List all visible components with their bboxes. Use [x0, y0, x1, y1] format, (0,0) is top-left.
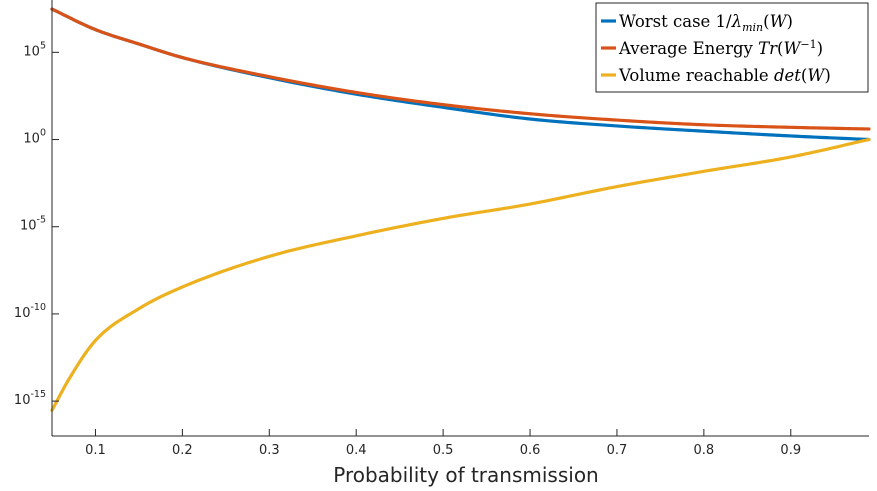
x-tick-label: 0.5	[433, 443, 454, 458]
x-axis-label: Probability of transmission	[333, 463, 598, 487]
legend-entry: Worst case 1/λmin(W)	[619, 12, 793, 34]
y-tick-label: 105	[23, 40, 46, 59]
series-line-3	[50, 137, 871, 412]
series-layer	[50, 7, 871, 412]
x-tick-label: 0.6	[520, 443, 541, 458]
x-tick-label: 0.3	[259, 443, 280, 458]
legend-entry: Average Energy Tr(W−1)	[618, 38, 823, 58]
y-tick-label: 10-5	[20, 215, 46, 234]
x-tick-label: 0.2	[172, 443, 193, 458]
x-tick-label: 0.9	[780, 443, 801, 458]
series-line-2	[50, 7, 871, 131]
legend-box	[595, 2, 869, 93]
axes-layer: 0.1 0.2 0.3 0.4 0.5 0.6 0.7 0.8 0.9 105 100 10-5 10-…	[14, 0, 869, 458]
x-tick-label: 0.1	[85, 443, 106, 458]
legend: Worst case 1/λmin(W) Average Energy Tr(W−…	[595, 2, 869, 93]
x-tick-label: 0.7	[607, 443, 628, 458]
x-tick-label: 0.4	[346, 443, 367, 458]
y-tick-label: 10-15	[14, 389, 46, 408]
y-tick-label: 10-10	[14, 302, 46, 321]
legend-entry: Volume reachable det(W)	[618, 66, 831, 85]
x-tick-label: 0.8	[694, 443, 715, 458]
y-tick-label: 100	[23, 128, 46, 147]
